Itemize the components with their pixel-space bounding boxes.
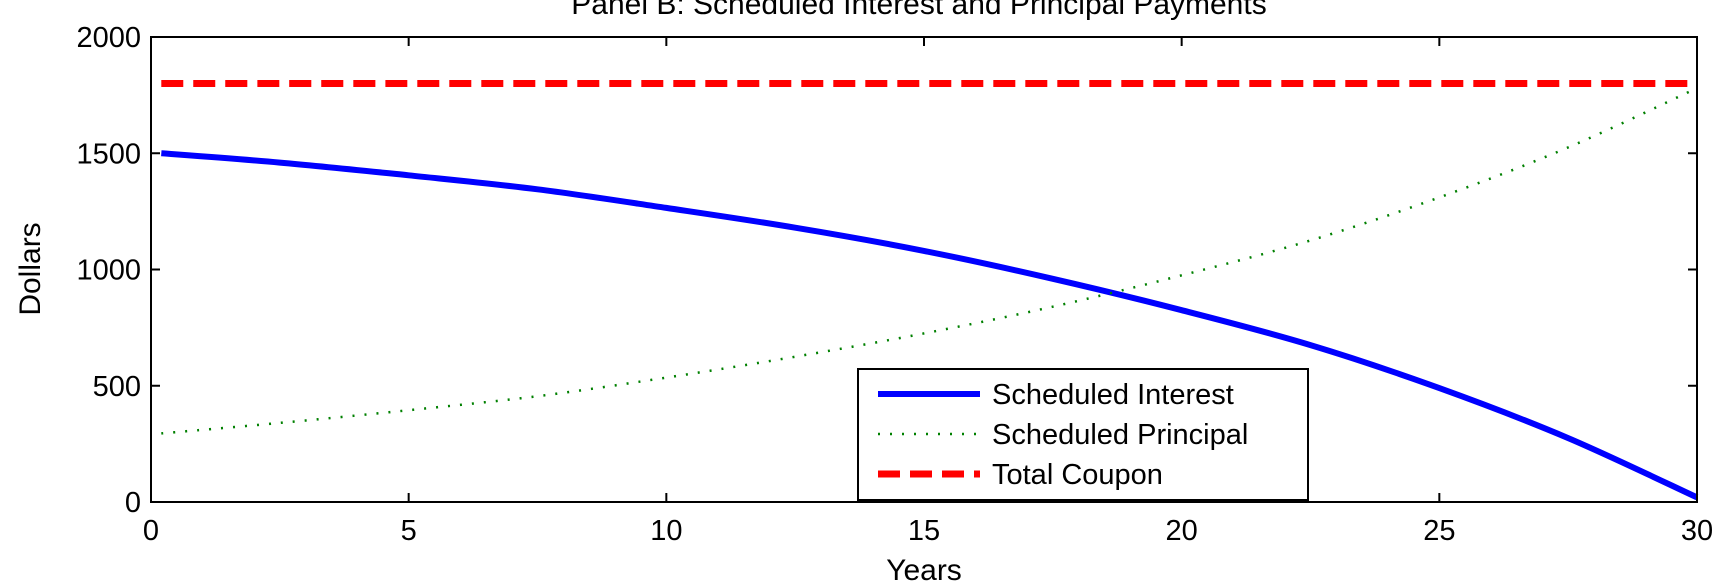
legend: Scheduled Interest Scheduled Principal Tot… <box>857 368 1309 501</box>
y-tick-label: 1500 <box>76 138 141 170</box>
x-axis-label: Years <box>886 554 962 587</box>
x-tick-label: 10 <box>650 515 682 547</box>
y-tick-label: 500 <box>93 371 141 403</box>
x-tick-label: 5 <box>401 515 417 547</box>
y-tick-label: 0 <box>125 487 141 519</box>
y-tick-label: 1000 <box>76 255 141 287</box>
x-tick-label: 25 <box>1423 515 1455 547</box>
x-tick-label: 0 <box>143 515 159 547</box>
legend-box <box>857 368 1309 501</box>
y-tick-label: 2000 <box>76 22 141 54</box>
legend-label-scheduled-interest: Scheduled Interest <box>992 379 1234 411</box>
y-axis-label: Dollars <box>14 222 47 315</box>
series-line-scheduled-interest <box>161 150 1699 501</box>
plot-lines <box>161 79 1699 501</box>
chart-title: Panel B: Scheduled Interest and Principa… <box>571 0 1266 21</box>
x-tick-label: 30 <box>1681 515 1713 547</box>
x-tick-label: 15 <box>908 515 940 547</box>
legend-label-scheduled-principal: Scheduled Principal <box>992 419 1248 451</box>
axis-ticks: 0 5 10 15 20 25 30 0 500 1000 1500 2000 <box>76 22 1713 547</box>
legend-label-total-coupon: Total Coupon <box>992 459 1163 491</box>
x-tick-label: 20 <box>1166 515 1198 547</box>
series-line-scheduled-principal <box>161 86 1698 435</box>
